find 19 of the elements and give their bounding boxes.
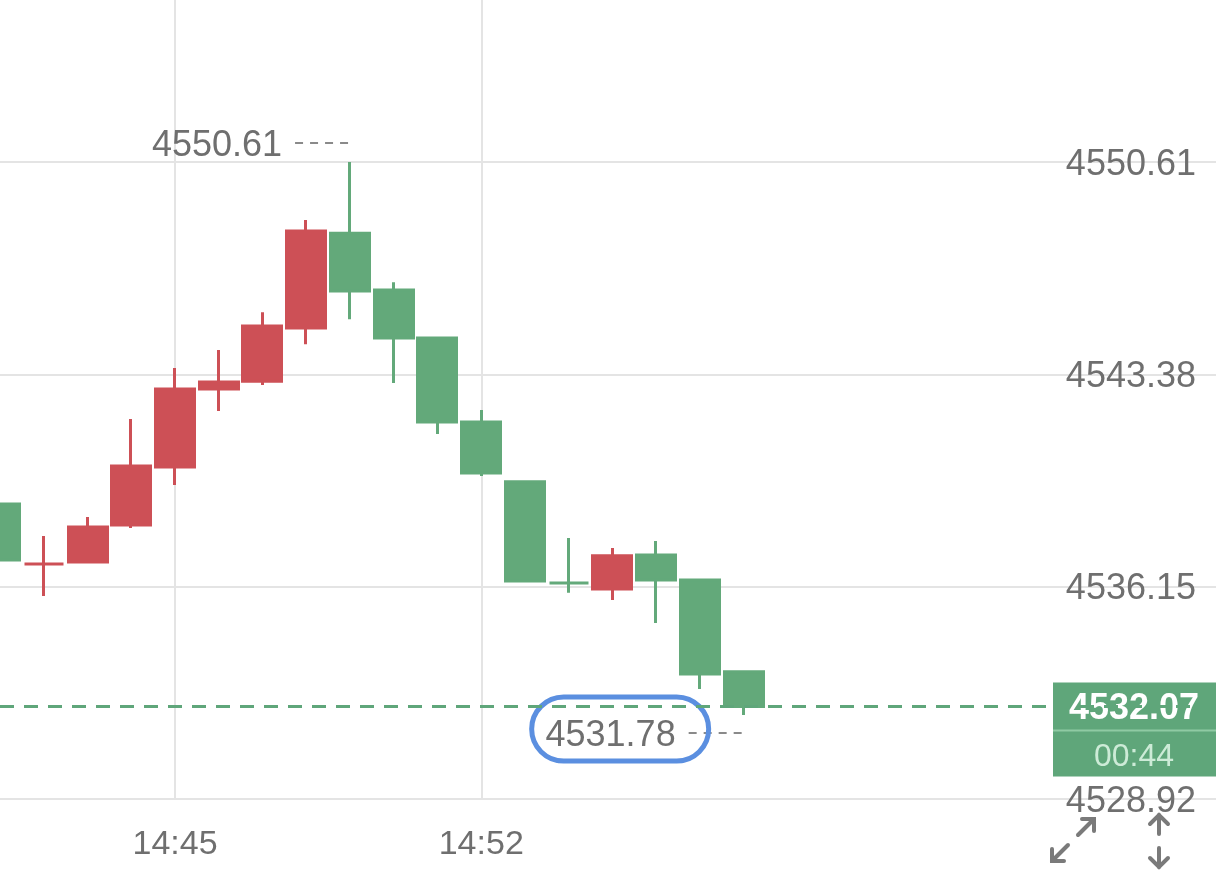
y-tick-label: 4543.38 [1065,353,1196,395]
candlestick [329,162,371,320]
annotation: 4531.78 [545,712,676,754]
y-tick-label: 4536.15 [1065,566,1196,608]
candlestick [591,547,633,600]
x-tick-label: 14:45 [132,823,218,861]
annotation: 4550.61 [151,122,283,164]
candlestick [460,409,502,476]
candlestick [154,367,196,486]
candlestick [635,540,677,624]
y-tick-label: 4528.92 [1065,778,1196,820]
candlestick [285,219,327,345]
candlestick [679,578,721,689]
candlestick [548,537,590,593]
x-tick-label: 14:52 [438,823,524,861]
candlestick [504,480,546,583]
y-tick-label: 4550.61 [1065,141,1196,183]
candlestick [23,535,65,597]
annotation: 00:44 [1093,736,1175,773]
